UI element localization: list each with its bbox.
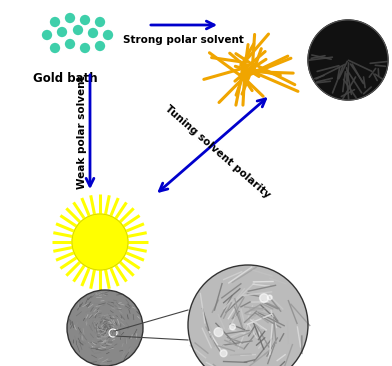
Circle shape: [102, 29, 114, 41]
Text: Strong polar solvent: Strong polar solvent: [123, 35, 243, 45]
Circle shape: [214, 328, 223, 337]
Text: Gold bath: Gold bath: [33, 72, 97, 85]
Circle shape: [79, 42, 91, 54]
Circle shape: [188, 265, 308, 366]
Circle shape: [230, 324, 236, 330]
Text: Weak polar solvent: Weak polar solvent: [77, 75, 87, 189]
Circle shape: [72, 24, 84, 36]
Circle shape: [220, 350, 227, 357]
Circle shape: [260, 294, 269, 302]
Circle shape: [94, 40, 106, 52]
Circle shape: [308, 20, 388, 100]
Circle shape: [67, 290, 143, 366]
Circle shape: [64, 38, 76, 50]
Circle shape: [41, 29, 53, 41]
Circle shape: [267, 295, 272, 300]
Circle shape: [56, 26, 68, 38]
Circle shape: [79, 14, 91, 26]
Circle shape: [49, 16, 61, 28]
Text: Tuning solvent polarity: Tuning solvent polarity: [163, 104, 272, 200]
Circle shape: [64, 12, 76, 24]
Circle shape: [72, 214, 128, 270]
Circle shape: [94, 16, 106, 28]
Circle shape: [87, 27, 99, 39]
Circle shape: [49, 42, 61, 54]
